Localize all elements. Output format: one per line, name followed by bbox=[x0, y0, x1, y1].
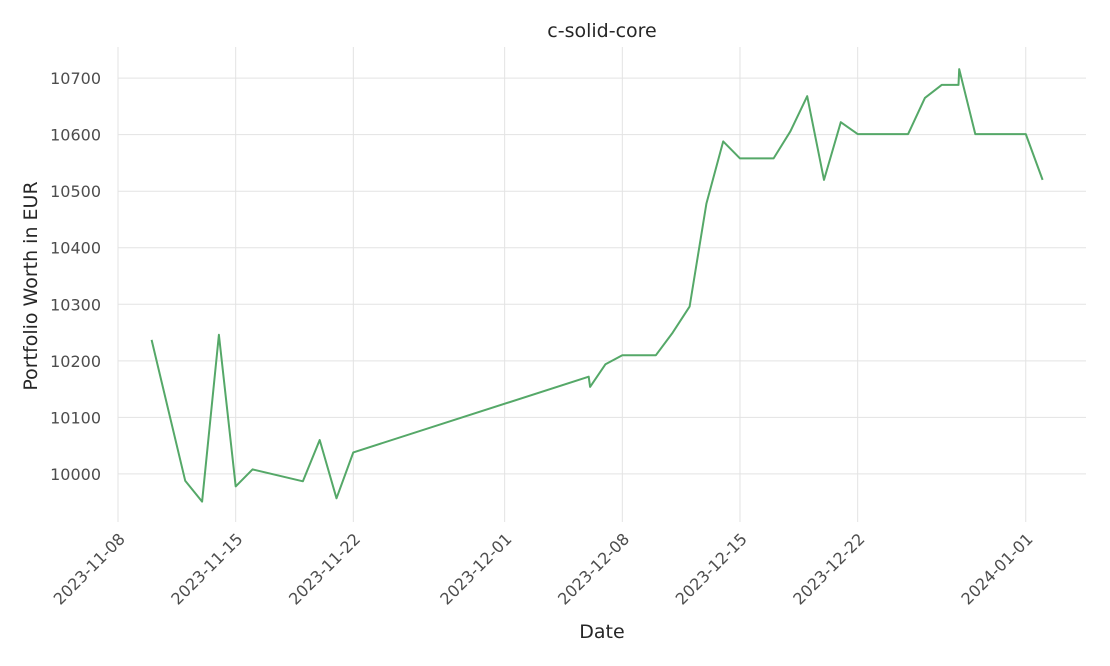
series-line bbox=[150, 68, 1044, 503]
chart-title: c-solid-core bbox=[547, 20, 656, 42]
x-tick-label: 2023-12-08 bbox=[554, 529, 633, 608]
y-tick-label: 10300 bbox=[50, 295, 101, 314]
y-axis: 10000 10100 10200 10300 10400 10500 10600 10700 bbox=[50, 69, 101, 484]
y-tick-label: 10600 bbox=[50, 126, 101, 145]
x-tick-label: 2024-01-01 bbox=[957, 529, 1036, 608]
y-tick-label: 10200 bbox=[50, 352, 101, 371]
y-tick-label: 10100 bbox=[50, 408, 101, 427]
x-tick-label: 2023-12-22 bbox=[789, 529, 868, 608]
x-axis: 2023-11-08 2023-11-15 2023-11-22 2023-12-01… bbox=[50, 529, 1037, 608]
x-axis-label: Date bbox=[579, 621, 624, 643]
series-layer bbox=[150, 68, 1044, 503]
y-axis-label: Portfolio Worth in EUR bbox=[20, 181, 42, 390]
y-tick-label: 10700 bbox=[50, 69, 101, 88]
y-tick-label: 10400 bbox=[50, 239, 101, 258]
x-tick-label: 2023-12-01 bbox=[436, 529, 515, 608]
x-tick-label: 2023-12-15 bbox=[672, 529, 751, 608]
x-tick-label: 2023-11-15 bbox=[167, 529, 246, 608]
grid bbox=[117, 47, 1086, 522]
y-tick-label: 10500 bbox=[50, 182, 101, 201]
x-tick-label: 2023-11-22 bbox=[285, 529, 364, 608]
x-tick-label: 2023-11-08 bbox=[50, 529, 129, 608]
y-tick-label: 10000 bbox=[50, 465, 101, 484]
